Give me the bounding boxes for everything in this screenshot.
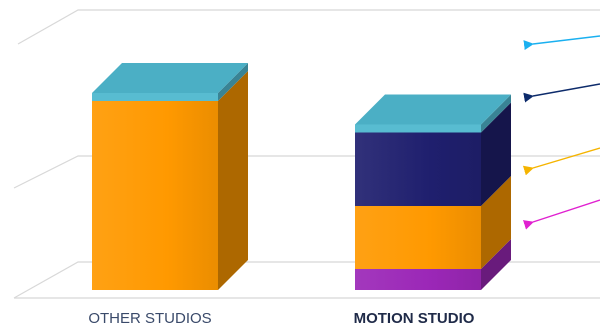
bar-other-studios-cap-top: [92, 63, 248, 93]
annotation-arrows: [522, 35, 600, 230]
bar-other-studios-cap-side: [218, 63, 248, 101]
category-label-motion-studio: MOTION STUDIO: [354, 310, 475, 327]
bar-motion-studio-cap-front: [355, 124, 481, 133]
annotation-arrow-3: [522, 147, 600, 176]
bar-motion-studio-segment-0: [355, 269, 481, 290]
gridline-top: [17, 9, 600, 45]
bar-motion-studio-segment-0-side: [481, 239, 511, 290]
bars: [92, 63, 511, 290]
bar-motion-studio-segment-2: [355, 132, 481, 206]
bar-motion-studio-cap-top: [355, 94, 511, 125]
bar-other-studios-segment-1: [92, 101, 218, 290]
annotation-arrow-4: [522, 199, 600, 230]
bar-motion-studio-cap-side: [481, 94, 511, 133]
annotation-arrow-2: [523, 83, 600, 103]
category-label-other-studios: OTHER STUDIOS: [88, 310, 211, 327]
bar-other-studios-cap-front: [92, 93, 218, 101]
bar-motion-studio-segment-1: [355, 206, 481, 269]
bar-other-studios-segment-1-side: [218, 71, 248, 290]
bar-motion-studio-segment-2-side: [481, 102, 511, 206]
annotation-arrow-1: [523, 35, 600, 51]
bar-motion-studio-segment-1-side: [481, 176, 511, 269]
